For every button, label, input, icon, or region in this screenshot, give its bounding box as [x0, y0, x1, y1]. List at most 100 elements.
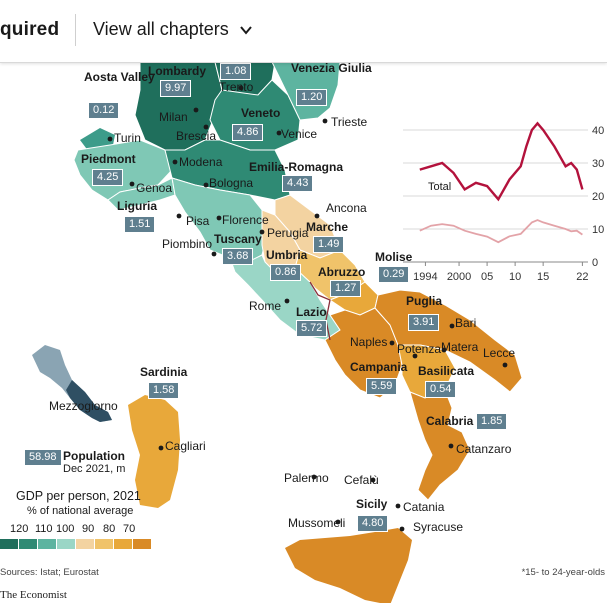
city-dot: [314, 213, 320, 219]
legend-tick-120: 120: [10, 523, 29, 535]
view-all-chapters-button[interactable]: View all chapters: [93, 19, 253, 40]
label-veneto: Veneto: [241, 106, 281, 120]
source-note: Sources: Istat; Eurostat: [0, 567, 99, 578]
legend-swatch: [133, 539, 151, 549]
label-abruzzo: Abruzzo: [318, 265, 366, 279]
legend-subtitle: % of national average: [27, 505, 134, 517]
label-basilicata: Basilicata: [418, 364, 475, 378]
pop-trento: 1.08: [220, 63, 252, 80]
legend-tick-110: 110: [35, 523, 53, 535]
city-dot: [238, 85, 244, 91]
legend-swatch: [57, 539, 75, 549]
city-dot: [399, 526, 405, 532]
header-divider: [75, 14, 76, 46]
city-dot: [216, 215, 222, 221]
pop-veneto: 4.86: [232, 124, 264, 141]
city-catania: Catania: [403, 500, 445, 514]
brand-logo: The Economist: [0, 589, 67, 601]
region-calabria: [409, 389, 471, 501]
city-pisa: Pisa: [186, 214, 210, 228]
city-turin: Turin: [114, 131, 141, 145]
footnote: *15- to 24-year-olds: [521, 567, 605, 578]
city-genoa: Genoa: [136, 181, 173, 195]
chapter-title: quired: [0, 19, 60, 40]
legend-tick-90: 90: [82, 523, 95, 535]
chevron-down-icon: [239, 25, 252, 35]
city-dot: [129, 181, 135, 187]
city-syracuse: Syracuse: [413, 520, 464, 534]
city-dot: [335, 519, 341, 525]
city-dot: [176, 213, 182, 219]
pop-umbria: 0.86: [270, 264, 302, 281]
x-tick-label: 15: [537, 271, 549, 283]
series-line-total: [419, 219, 583, 244]
city-dot: [211, 251, 217, 257]
pop-sicily: 4.80: [357, 515, 389, 532]
city-dot: [448, 443, 454, 449]
city-dot: [322, 118, 328, 124]
city-trento: Trento: [219, 80, 254, 94]
population-key-sub: Dec 2021, m: [63, 463, 126, 475]
pop-tuscany: 3.68: [222, 248, 254, 265]
label-calabria: Calabria: [426, 414, 474, 428]
label-liguria: Liguria: [117, 199, 158, 213]
city-mussomeli: Mussomeli: [288, 516, 346, 530]
city-dot: [259, 229, 265, 235]
city-piombino: Piombino: [162, 237, 213, 251]
label-puglia: Puglia: [406, 294, 443, 308]
city-rome: Rome: [249, 299, 282, 313]
city-dot: [370, 477, 376, 483]
label-campania: Campania: [350, 360, 408, 374]
legend-swatch: [19, 539, 37, 549]
legend-swatch: [114, 539, 132, 549]
city-brescia: Brescia: [176, 129, 217, 143]
city-dot: [107, 136, 113, 142]
pop-basilicata: 0.54: [425, 381, 457, 398]
pop-lazio: 5.72: [296, 320, 328, 337]
legend-swatch: [0, 539, 18, 549]
city-dot: [172, 159, 178, 165]
city-venice: Venice: [281, 127, 318, 141]
city-modena: Modena: [179, 155, 223, 169]
legend-tick-80: 80: [103, 523, 116, 535]
pop-calabria: 1.85: [476, 413, 508, 430]
label-emilia-romagna: Emilia-Romagna: [249, 160, 344, 174]
x-tick-label: 05: [481, 271, 493, 283]
pop-liguria: 1.51: [124, 216, 156, 233]
city-dot: [284, 298, 290, 304]
population-key-box: 58.98: [24, 449, 62, 466]
y-tick-label: 40: [592, 125, 604, 137]
region-sicily: [285, 528, 412, 603]
label-sardinia: Sardinia: [140, 365, 188, 379]
city-palermo: Palermo: [284, 471, 329, 485]
city-dot: [412, 353, 418, 359]
city-dot: [203, 124, 209, 130]
label-marche: Marche: [306, 220, 349, 234]
region-sardinia: [128, 395, 180, 508]
unemployment-chart: 40 30 20 10 0 1994 2000 05 10 15 22: [403, 121, 604, 283]
city-dot: [158, 445, 164, 451]
label-tuscany: Tuscany: [214, 232, 262, 246]
label-sicily: Sicily: [356, 497, 388, 511]
city-dot: [449, 323, 455, 329]
legend-swatch: [95, 539, 113, 549]
pop-abruzzo: 1.27: [330, 280, 362, 297]
label-piedmont: Piedmont: [81, 152, 136, 166]
city-ancona: Ancona: [326, 201, 367, 215]
label-aosta-valley: Aosta Valley: [84, 70, 155, 84]
city-bologna: Bologna: [209, 176, 254, 190]
label-molise: Molise: [375, 250, 413, 264]
city-dot: [193, 107, 199, 113]
city-milan: Milan: [159, 110, 188, 124]
pop-campania: 5.59: [366, 378, 398, 395]
inset-mezzogiorno-label: Mezzogiorno: [49, 399, 118, 413]
pop-emilia-romagna: 4.43: [282, 175, 314, 192]
pop-lombardy: 9.97: [160, 80, 192, 97]
city-dot: [276, 130, 282, 136]
x-tick-label: 1994: [413, 271, 437, 283]
city-cagliari: Cagliari: [165, 439, 206, 453]
map-figure: 40 30 20 10 0 1994 2000 05 10 15 22 Aosta Valley 0…: [0, 62, 607, 603]
city-potenza: Potenza: [397, 342, 442, 356]
city-perugia: Perugia: [267, 226, 309, 240]
city-dot: [389, 340, 395, 346]
